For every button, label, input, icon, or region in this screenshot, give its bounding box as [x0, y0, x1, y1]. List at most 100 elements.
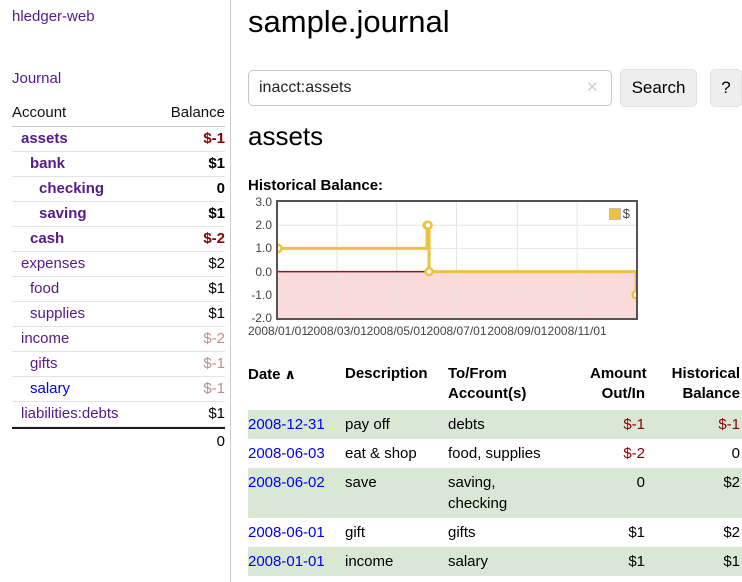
amount-cell: $1	[628, 553, 645, 570]
account-balance: $-1	[203, 355, 225, 372]
account-row: expenses $2	[12, 252, 225, 277]
account-balance: $1	[208, 280, 225, 297]
balance-cell: 0	[731, 445, 740, 462]
chart-legend: $	[607, 206, 631, 221]
account-row: food $1	[12, 277, 225, 302]
date-header-label: Date	[248, 366, 281, 383]
x-axis-tick-label: 2008/03/01	[306, 324, 367, 338]
account-row: bank $1	[12, 152, 225, 177]
accounts-cell: salary	[448, 553, 489, 570]
account-link-income[interactable]: income	[21, 330, 70, 347]
brand-link[interactable]: hledger-web	[12, 8, 95, 25]
accounts-cell: saving, checking	[448, 474, 508, 512]
account-link-saving[interactable]: saving	[39, 205, 87, 222]
search-input[interactable]	[248, 70, 612, 106]
y-axis-tick-label: 1.0	[255, 241, 272, 256]
help-button[interactable]: ?	[710, 69, 742, 107]
x-axis-tick-label: 2008/09/01	[487, 324, 548, 338]
historical-balance-label: Historical Balance:	[248, 177, 384, 194]
account-balance: $2	[208, 255, 225, 272]
account-heading: assets	[248, 121, 324, 151]
account-column-header: Account	[12, 104, 67, 121]
sort-ascending-icon: ∧	[284, 366, 296, 382]
account-balance: 0	[216, 180, 225, 197]
amount-cell: $1	[628, 524, 645, 541]
account-row: income $-2	[12, 327, 225, 352]
account-link-salary[interactable]: salary	[30, 380, 71, 397]
column-header-accounts: To/From Account(s)	[448, 365, 527, 402]
account-row: gifts $-1	[12, 352, 225, 377]
x-axis-tick-label: 2008/07/01	[426, 324, 487, 338]
account-row: checking 0	[12, 177, 225, 202]
account-row: assets $-1	[12, 127, 225, 152]
accounts-cell: debts	[448, 416, 485, 433]
chart-series	[278, 202, 636, 318]
legend-label: $	[622, 206, 630, 221]
account-balance: $1	[208, 305, 225, 322]
transaction-date-link[interactable]: 2008-06-01	[248, 524, 325, 541]
balance-chart: 3.0 2.0 1.0 0.0 -1.0 -2.0 $ 2008/01/01 2008/03…	[247, 195, 668, 345]
account-link-bank[interactable]: bank	[30, 155, 66, 172]
account-link-expenses[interactable]: expenses	[21, 255, 86, 272]
account-link-food[interactable]: food	[30, 280, 60, 297]
chart-plot-area: $	[276, 200, 638, 320]
y-axis-tick-label: 0.0	[255, 264, 272, 279]
column-header-amount: Amount Out/In	[590, 365, 647, 402]
legend-swatch-icon	[608, 207, 621, 220]
account-row: saving $1	[12, 202, 225, 227]
account-balance: $1	[208, 155, 225, 172]
page-title: sample.journal	[248, 4, 450, 39]
account-link-gifts[interactable]: gifts	[30, 355, 58, 372]
amount-cell: $-2	[623, 445, 645, 462]
column-header-date[interactable]: Date ∧	[248, 360, 345, 410]
account-link-supplies[interactable]: supplies	[30, 305, 86, 322]
transaction-date-link[interactable]: 2008-06-02	[248, 474, 325, 491]
account-row: salary $-1	[12, 377, 225, 402]
x-axis-tick-label: 2008/01/01	[247, 324, 309, 338]
search-button[interactable]: Search	[620, 69, 697, 107]
account-link-liabilities-debts[interactable]: liabilities:debts	[21, 405, 119, 422]
accounts-total-value: 0	[216, 433, 225, 450]
search-form: ✕ Search ?	[248, 69, 742, 107]
balance-cell: $1	[723, 553, 740, 570]
journal-link[interactable]: Journal	[12, 70, 62, 87]
balance-cell: $-1	[718, 416, 740, 433]
account-balance: $1	[208, 205, 225, 222]
y-axis-tick-label: -1.0	[251, 287, 272, 302]
account-row: liabilities:debts $1	[12, 402, 225, 427]
amount-cell: 0	[636, 474, 645, 491]
description-cell: save	[345, 474, 377, 491]
register-row: 2008-06-01 gift gifts $1 $2	[248, 518, 742, 547]
account-row: cash $-2	[12, 227, 225, 252]
account-link-cash[interactable]: cash	[30, 230, 65, 247]
account-balance: $-2	[203, 330, 225, 347]
description-cell: eat & shop	[345, 445, 417, 462]
register-header-row: Date ∧ Description To/From Account(s) Amo…	[248, 360, 742, 410]
description-cell: gift	[345, 524, 366, 541]
transaction-date-link[interactable]: 2008-01-01	[248, 553, 325, 570]
y-axis-tick-label: 2.0	[255, 218, 272, 233]
account-balance: $-1	[203, 380, 225, 397]
accounts-cell: food, supplies	[448, 445, 541, 462]
accounts-total-row: 0	[12, 427, 225, 454]
balance-column-header: Balance	[170, 104, 225, 121]
account-link-checking[interactable]: checking	[39, 180, 105, 197]
account-link-assets[interactable]: assets	[21, 130, 68, 147]
transaction-date-link[interactable]: 2008-12-31	[248, 416, 325, 433]
register-row: 2008-12-31 pay off debts $-1 $-1	[248, 410, 742, 439]
y-axis-tick-label: -2.0	[251, 311, 272, 325]
transaction-date-link[interactable]: 2008-06-03	[248, 445, 325, 462]
y-axis-tick-label: 3.0	[255, 195, 272, 209]
x-axis-tick-label: 2008/11/01	[547, 324, 607, 338]
balance-cell: $2	[723, 524, 740, 541]
balance-cell: $2	[723, 474, 740, 491]
register-row: 2008-06-03 eat & shop food, supplies $-2…	[248, 439, 742, 468]
account-balance: $-1	[203, 130, 225, 147]
column-header-description: Description	[345, 365, 428, 382]
register-table: Date ∧ Description To/From Account(s) Amo…	[248, 360, 742, 576]
sidebar: hledger-web Journal Account Balance asse…	[0, 0, 231, 582]
column-header-balance: Historical Balance	[671, 365, 740, 402]
clear-search-icon[interactable]: ✕	[586, 79, 599, 96]
register-row: 2008-01-01 income salary $1 $1	[248, 547, 742, 576]
accounts-cell: gifts	[448, 524, 476, 541]
